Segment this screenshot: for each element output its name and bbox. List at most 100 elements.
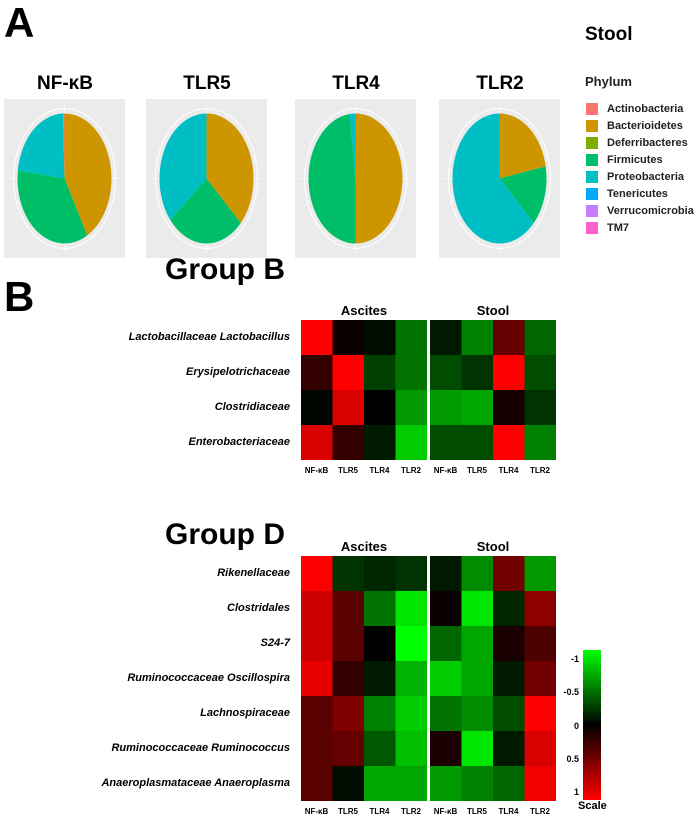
heatmap-cell — [524, 766, 556, 801]
row-label: Ruminococcaceae Ruminococcus — [111, 742, 290, 754]
legend-item: TM7 — [586, 219, 694, 236]
heatmap-cell — [461, 626, 494, 662]
pie-chart — [4, 99, 125, 258]
heatmap-cell — [493, 731, 525, 767]
heatmap-cell — [524, 626, 556, 662]
heatmap-cell — [332, 355, 365, 391]
column-label: TLR2 — [530, 807, 550, 814]
heatmap-cell — [430, 556, 462, 592]
column-label: TLR5 — [467, 807, 487, 814]
heatmap-cell — [364, 591, 396, 627]
scale-tick: 1 — [573, 787, 579, 797]
heatmap-cell — [332, 320, 365, 356]
column-label: TLR2 — [401, 466, 421, 475]
column-label: NF-κB — [433, 466, 458, 475]
legend-swatch — [586, 136, 598, 149]
heatmap-cell — [493, 320, 525, 356]
heatmap-cell — [364, 320, 396, 356]
legend-label: Actinobacteria — [607, 102, 684, 115]
pie-title: TLR4 — [332, 73, 380, 94]
heatmap-cell — [493, 556, 525, 592]
heatmap-cell — [524, 591, 556, 627]
heatmap-cell — [332, 591, 365, 627]
heatmap-block-stool — [430, 556, 556, 801]
legend-swatch — [586, 170, 598, 183]
heatmap-cell — [430, 696, 462, 732]
pie-title: TLR5 — [183, 73, 231, 94]
heatmap-cell — [332, 731, 365, 767]
heatmap-cell — [493, 355, 525, 391]
color-scale-bar — [583, 650, 601, 800]
heatmap-cell — [301, 766, 333, 801]
row-label: Anaeroplasmataceae Anaeroplasma — [101, 777, 290, 789]
heatmap-cell — [524, 390, 556, 426]
heatmap-title: Group D — [165, 518, 285, 551]
pie-slice-firmicutes — [17, 170, 88, 244]
block-title-stool: Stool — [476, 303, 510, 318]
heatmap-cell — [461, 696, 494, 732]
pie-title: NF-κB — [37, 73, 93, 94]
pie-slice-bacterioidetes — [64, 113, 112, 236]
column-label: TLR4 — [369, 466, 390, 475]
heatmap-cell — [364, 390, 396, 426]
row-label: Enterobacteriaceae — [188, 436, 291, 448]
heatmap-cell — [301, 556, 333, 592]
heatmap-cell — [301, 320, 333, 356]
heatmap-cell — [461, 355, 494, 391]
heatmap-cell — [395, 766, 427, 801]
heatmap-cell — [364, 425, 396, 460]
legend-swatch — [586, 153, 598, 166]
block-title-ascites: Ascites — [340, 539, 388, 554]
scale-tick: -0.5 — [563, 687, 579, 697]
heatmap-cell — [332, 766, 365, 801]
pie-chart — [295, 99, 416, 258]
scale-tick: 0.5 — [566, 754, 579, 764]
row-label: Clostridiaceae — [214, 401, 290, 413]
row-label: S24-7 — [260, 637, 290, 649]
block-title-ascites: Ascites — [340, 303, 388, 318]
heatmap-cell — [524, 661, 556, 697]
heatmap-cell — [493, 766, 525, 801]
column-label: TLR4 — [498, 807, 519, 814]
legend-swatch — [586, 102, 598, 115]
legend-item: Bacterioidetes — [586, 117, 694, 134]
block-title-stool: Stool — [476, 539, 510, 554]
legend-label: Proteobacteria — [607, 170, 685, 183]
column-label: TLR4 — [498, 466, 519, 475]
heatmap-cell — [493, 425, 525, 460]
heatmap-cell — [524, 731, 556, 767]
heatmap-cell — [332, 390, 365, 426]
legend-swatch — [586, 204, 598, 217]
heatmap-cell — [461, 390, 494, 426]
legend-swatch — [586, 119, 598, 132]
column-label: TLR2 — [401, 807, 421, 814]
legend-label: Firmicutes — [607, 153, 663, 166]
pie-chart — [439, 99, 560, 258]
pie-title: TLR2 — [476, 73, 524, 94]
legend-item: Firmicutes — [586, 151, 694, 168]
heatmap-cell — [301, 355, 333, 391]
heatmap-cell — [395, 591, 427, 627]
legend-subtitle: Phylum — [585, 74, 632, 89]
column-label: TLR5 — [338, 807, 358, 814]
heatmap-block-ascites — [301, 556, 427, 801]
heatmap-cell — [395, 425, 427, 460]
column-label: TLR5 — [338, 466, 358, 475]
panel-b-label: B — [4, 273, 35, 320]
pie-slice-proteobacteria — [17, 113, 65, 179]
heatmap-cell — [524, 355, 556, 391]
legend-label: TM7 — [607, 221, 629, 234]
pie-slice-actinobacteria — [63, 113, 65, 179]
heatmap-cell — [395, 626, 427, 662]
column-label: NF-κB — [304, 807, 329, 814]
heatmap-cell — [395, 731, 427, 767]
row-label: Lactobacillaceae Lactobacillus — [128, 331, 290, 343]
heatmap-cell — [332, 425, 365, 460]
heatmap-title: Group B — [165, 253, 285, 286]
heatmap-cell — [301, 390, 333, 426]
scale-tick: 0 — [573, 721, 579, 731]
heatmap-cell — [461, 591, 494, 627]
heatmap-cell — [461, 661, 494, 697]
heatmap-cell — [493, 696, 525, 732]
heatmap-cell — [395, 320, 427, 356]
